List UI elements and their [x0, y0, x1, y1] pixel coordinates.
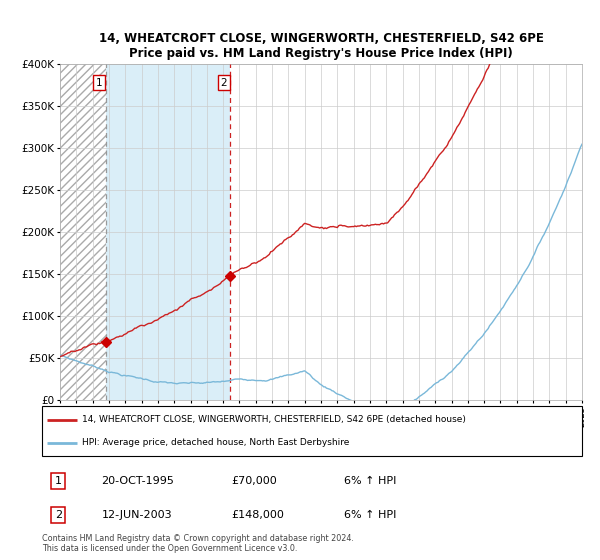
Text: 1: 1: [55, 476, 62, 486]
Text: 1: 1: [96, 78, 103, 88]
Bar: [60, 64, 106, 400]
Text: £70,000: £70,000: [231, 476, 277, 486]
Text: 2: 2: [221, 78, 227, 88]
Text: £148,000: £148,000: [231, 510, 284, 520]
FancyBboxPatch shape: [42, 406, 582, 456]
Text: 12-JUN-2003: 12-JUN-2003: [101, 510, 172, 520]
Text: 20-OCT-1995: 20-OCT-1995: [101, 476, 174, 486]
Bar: [106, 64, 230, 400]
Text: 6% ↑ HPI: 6% ↑ HPI: [344, 510, 397, 520]
Text: Contains HM Land Registry data © Crown copyright and database right 2024.
This d: Contains HM Land Registry data © Crown c…: [42, 534, 354, 553]
Text: 6% ↑ HPI: 6% ↑ HPI: [344, 476, 397, 486]
Text: HPI: Average price, detached house, North East Derbyshire: HPI: Average price, detached house, Nort…: [83, 438, 350, 447]
Text: 2: 2: [55, 510, 62, 520]
Text: 14, WHEATCROFT CLOSE, WINGERWORTH, CHESTERFIELD, S42 6PE (detached house): 14, WHEATCROFT CLOSE, WINGERWORTH, CHEST…: [83, 415, 466, 424]
Title: 14, WHEATCROFT CLOSE, WINGERWORTH, CHESTERFIELD, S42 6PE
Price paid vs. HM Land : 14, WHEATCROFT CLOSE, WINGERWORTH, CHEST…: [98, 32, 544, 60]
